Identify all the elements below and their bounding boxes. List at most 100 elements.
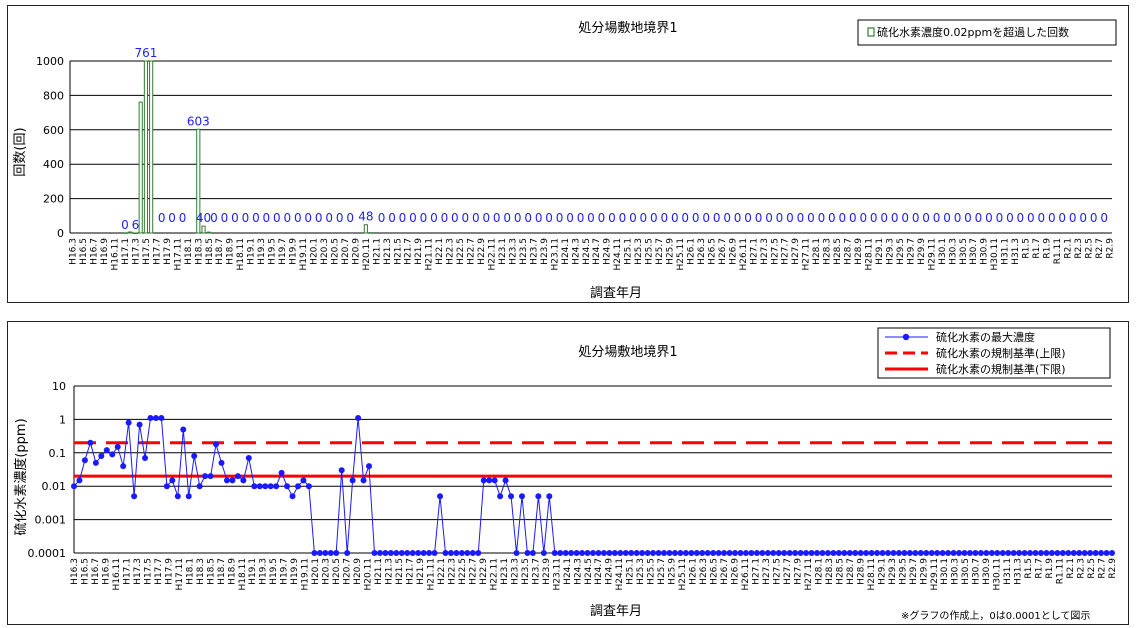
x-tick-label: H24.3 [573, 558, 583, 585]
x-tick-label: H17.5 [142, 238, 152, 265]
data-label: 0 [378, 211, 386, 225]
x-tick-label: H25.5 [647, 558, 657, 585]
x-tick-label: H19.1 [247, 238, 257, 265]
data-point [846, 550, 853, 556]
y-tick-labels: 0.0001 0.001 0.01 0.1 1 10 [28, 380, 67, 560]
x-tick-label: H16.9 [101, 558, 111, 585]
y-axis-title: 回数(回) [13, 127, 28, 176]
data-point [540, 550, 547, 556]
x-tick-label: H18.9 [226, 238, 236, 265]
data-point [1054, 550, 1061, 556]
x-tick-label: H27.1 [749, 238, 759, 265]
x-tick-label: H19.5 [269, 558, 279, 585]
y-tick-label: 0.0001 [28, 547, 67, 560]
bar [143, 60, 148, 234]
data-point [409, 550, 416, 556]
data-point [1059, 550, 1066, 556]
data-point [240, 477, 247, 484]
data-label: 0 [179, 211, 187, 225]
data-point [928, 550, 935, 556]
x-tick-label: H26.5 [710, 558, 720, 585]
data-point [1109, 550, 1115, 556]
x-tick-label: H25.7 [657, 558, 667, 585]
x-tick-label: H22.5 [458, 558, 468, 585]
data-label: 0 [535, 211, 543, 225]
data-point [393, 550, 400, 556]
x-tick-label: H27.9 [793, 558, 803, 585]
bar [122, 232, 128, 234]
data-label: 0 [1100, 211, 1108, 225]
x-tick-label: H27.5 [772, 558, 782, 585]
series-line [73, 417, 1112, 554]
data-point [366, 463, 373, 470]
x-tick-label: H22.5 [456, 238, 466, 265]
x-tick-label: H18.11 [236, 238, 246, 271]
data-point [420, 550, 427, 556]
x-tick-label: H27.3 [762, 558, 772, 585]
x-tick-label: H16.11 [112, 558, 122, 591]
data-label: 0 [922, 211, 930, 225]
x-tick-label: H17.3 [133, 558, 143, 585]
data-label: 0 [273, 211, 281, 225]
data-point [737, 550, 744, 556]
x-tick-label: H31.1 [1001, 238, 1011, 265]
x-tick-label: H18.9 [227, 558, 237, 585]
data-point [1032, 550, 1039, 556]
x-tick-label: H31.1 [1003, 558, 1013, 585]
legend: 硫化水素の最大濃度 硫化水素の規制基準(上限) 硫化水素の規制基準(下限) [877, 327, 1111, 379]
x-tick-label: H30.3 [951, 558, 961, 585]
x-tick-label: R1.7 [1035, 558, 1045, 579]
x-tick-label: H28.7 [844, 238, 854, 265]
x-tick-label: H24.7 [594, 558, 604, 585]
data-label: 0 [996, 211, 1004, 225]
x-tick-label: H23.11 [550, 238, 560, 271]
x-tick-label: R2.7 [1098, 558, 1108, 579]
x-tick-label: H19.3 [257, 238, 267, 265]
x-tick-label: H25.3 [634, 238, 644, 265]
bar-chart: 処分場敷地境界1 硫化水素濃度0.02ppmを超過した回数 0200400600… [13, 19, 1117, 301]
data-point [868, 550, 875, 556]
data-label: 0 [388, 211, 396, 225]
data-point [584, 550, 591, 556]
x-tick-label: H30.1 [938, 238, 948, 265]
x-tick-label: H22.3 [447, 558, 457, 585]
x-tick-label: H22.7 [468, 558, 478, 585]
x-tick-label: H17.1 [122, 558, 132, 585]
x-tick-label: H29.5 [898, 558, 908, 585]
x-tick-label: H25.5 [645, 238, 655, 265]
x-tick-label: H19.9 [289, 238, 299, 265]
bars [122, 60, 374, 234]
x-tick-label: R2.9 [1108, 558, 1118, 579]
data-point [142, 454, 149, 461]
x-tick-label: R2.5 [1087, 558, 1097, 579]
x-tick-label: H23.5 [521, 558, 531, 585]
x-tick-label: H23.1 [498, 238, 508, 265]
y-tick-label: 0 [57, 227, 64, 240]
data-label: 0 [891, 211, 899, 225]
data-point [431, 550, 438, 556]
data-point [355, 415, 362, 422]
data-point [486, 477, 493, 484]
x-tick-label: H21.5 [395, 558, 405, 585]
x-tick-label: R2.7 [1095, 238, 1105, 259]
x-tick-label: R1.9 [1045, 558, 1055, 579]
data-label: 0 [545, 211, 553, 225]
data-point [830, 550, 837, 556]
data-point [753, 550, 760, 556]
data-point [158, 415, 165, 422]
x-tick-label: H30.9 [980, 238, 990, 265]
data-point [475, 550, 482, 556]
x-tick-label: H17.7 [154, 558, 164, 585]
x-tick-label: H22.9 [477, 238, 487, 265]
x-tick-label: H19.3 [259, 558, 269, 585]
x-tick-label: H27.1 [752, 558, 762, 585]
data-label: 0 [210, 211, 218, 225]
data-point [278, 469, 285, 476]
data-point [458, 550, 465, 556]
x-tick-label: R1.11 [1056, 558, 1066, 584]
x-tick-label: H22.1 [435, 238, 445, 265]
y-tick-label: 1 [59, 413, 66, 426]
x-tick-label: R1.11 [1053, 238, 1063, 264]
data-point [267, 483, 274, 490]
x-tick-label: H24.1 [561, 238, 571, 265]
